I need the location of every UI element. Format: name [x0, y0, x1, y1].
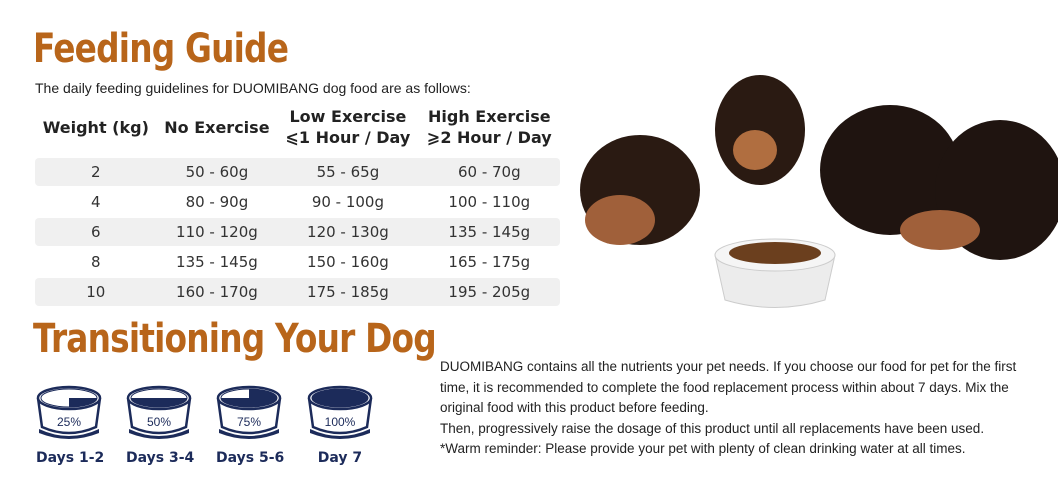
table-cell: 160 - 170g [156, 278, 278, 306]
table-cell: 50 - 60g [156, 158, 278, 186]
transition-step: 75% Days 5-6 [216, 385, 285, 466]
paragraph-1: DUOMIBANG contains all the nutrients you… [440, 359, 1017, 415]
column-header: Low Exercise ⩽1 Hour / Day [277, 106, 418, 156]
table-cell: 60 - 70g [418, 158, 560, 186]
header-line-1: Low Exercise [289, 107, 407, 126]
table-cell: 120 - 130g [277, 218, 419, 246]
table-cell: 135 - 145g [418, 218, 560, 246]
bowl-icon: 100% [307, 385, 373, 439]
table-cell: 90 - 100g [311, 193, 384, 211]
table-cell: 135 - 145g [176, 253, 258, 271]
column-header: No Exercise [157, 106, 278, 156]
bowl-icon: 75% [216, 385, 282, 439]
step-label: Days 3-4 [126, 450, 195, 466]
table-cell: 2 [35, 158, 157, 186]
table-cell: 175 - 185g [277, 278, 419, 306]
header-line-1: Weight (kg) [42, 117, 149, 137]
table-cell: 100 - 110g [448, 193, 531, 211]
transition-title: Transitioning Your Dog [33, 316, 437, 362]
table-cell: 8 [91, 253, 101, 271]
feeding-table: Weight (kg) No Exercise Low Exercise ⩽1 Hou… [35, 104, 560, 308]
paragraph-2: Then, progressively raise the dosage of … [440, 420, 985, 436]
percent-label: 50% [147, 415, 171, 429]
table-row: 10 160 - 170g 175 - 185g 195 - 205g [35, 278, 560, 306]
percent-label: 75% [237, 415, 261, 429]
table-cell: 150 - 160g [307, 253, 389, 271]
table-cell: 80 - 90g [185, 193, 249, 211]
header-line-1: No Exercise [164, 117, 270, 137]
table-cell: 10 [35, 278, 157, 306]
table-cell: 4 [91, 193, 101, 211]
transition-step: 25% Days 1-2 [36, 385, 105, 466]
paragraph-3: *Warm reminder: Please provide your pet … [440, 441, 966, 456]
table-row: 8 135 - 145g 150 - 160g 165 - 175g [35, 248, 560, 276]
transition-description: DUOMIBANG contains all the nutrients you… [440, 357, 1040, 460]
percent-label: 100% [325, 415, 356, 429]
column-header: Weight (kg) [35, 106, 157, 156]
header-line-1: High Exercise [427, 107, 551, 126]
step-label: Day 7 [317, 450, 363, 466]
transition-step: 50% Days 3-4 [126, 385, 195, 466]
table-cell: 110 - 120g [156, 218, 278, 246]
table-row: 2 50 - 60g 55 - 65g 60 - 70g [35, 158, 560, 186]
transition-step: 100% Day 7 [307, 385, 373, 466]
feeding-guide-title: Feeding Guide [33, 26, 289, 72]
table-cell: 165 - 175g [448, 253, 531, 271]
percent-label: 25% [57, 415, 81, 429]
bowl-icon: 50% [126, 385, 192, 439]
bowl-icon: 25% [36, 385, 102, 439]
feeding-subtitle: The daily feeding guidelines for DUOMIBA… [35, 80, 471, 96]
kibble [729, 242, 821, 264]
table-cell: 55 - 65g [277, 158, 419, 186]
puppy-3 [820, 105, 960, 235]
puppies-photo [580, 75, 1058, 308]
header-line-2: ⩽1 Hour / Day [285, 128, 411, 147]
step-label: Days 1-2 [36, 450, 105, 466]
header-line-2: ⩾2 Hour / Day [426, 128, 552, 147]
table-row: 4 80 - 90g 90 - 100g 100 - 110g [35, 188, 560, 216]
column-header: High Exercise ⩾2 Hour / Day [419, 106, 560, 156]
table-row: 6 110 - 120g 120 - 130g 135 - 145g [35, 218, 560, 246]
table-cell: 195 - 205g [418, 278, 560, 306]
step-label: Days 5-6 [216, 450, 285, 466]
table-cell: 6 [35, 218, 157, 246]
